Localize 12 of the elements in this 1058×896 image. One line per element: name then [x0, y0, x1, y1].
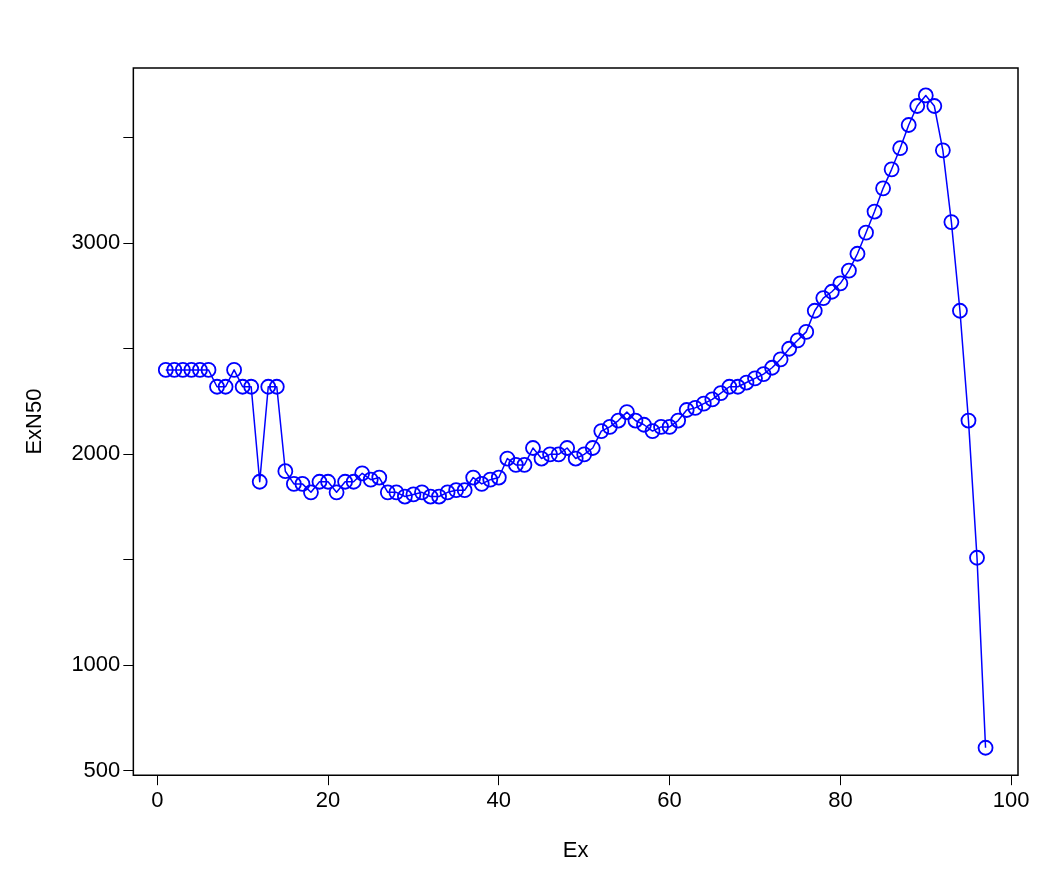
y-tick-label: 2000 [71, 440, 121, 466]
y-tick-label: 3000 [71, 229, 121, 255]
x-tick-label: 60 [657, 787, 682, 813]
x-tick-label: 80 [828, 787, 853, 813]
y-tick-label: 1000 [71, 651, 121, 677]
x-tick-label: 0 [151, 787, 164, 813]
x-axis-title: Ex [562, 836, 589, 862]
x-tick-label: 40 [486, 787, 512, 813]
y-tick-label: 500 [83, 757, 121, 783]
x-tick-label: 20 [315, 787, 341, 813]
y-axis-title: ExN50 [21, 388, 47, 455]
x-tick-label: 100 [992, 787, 1030, 813]
